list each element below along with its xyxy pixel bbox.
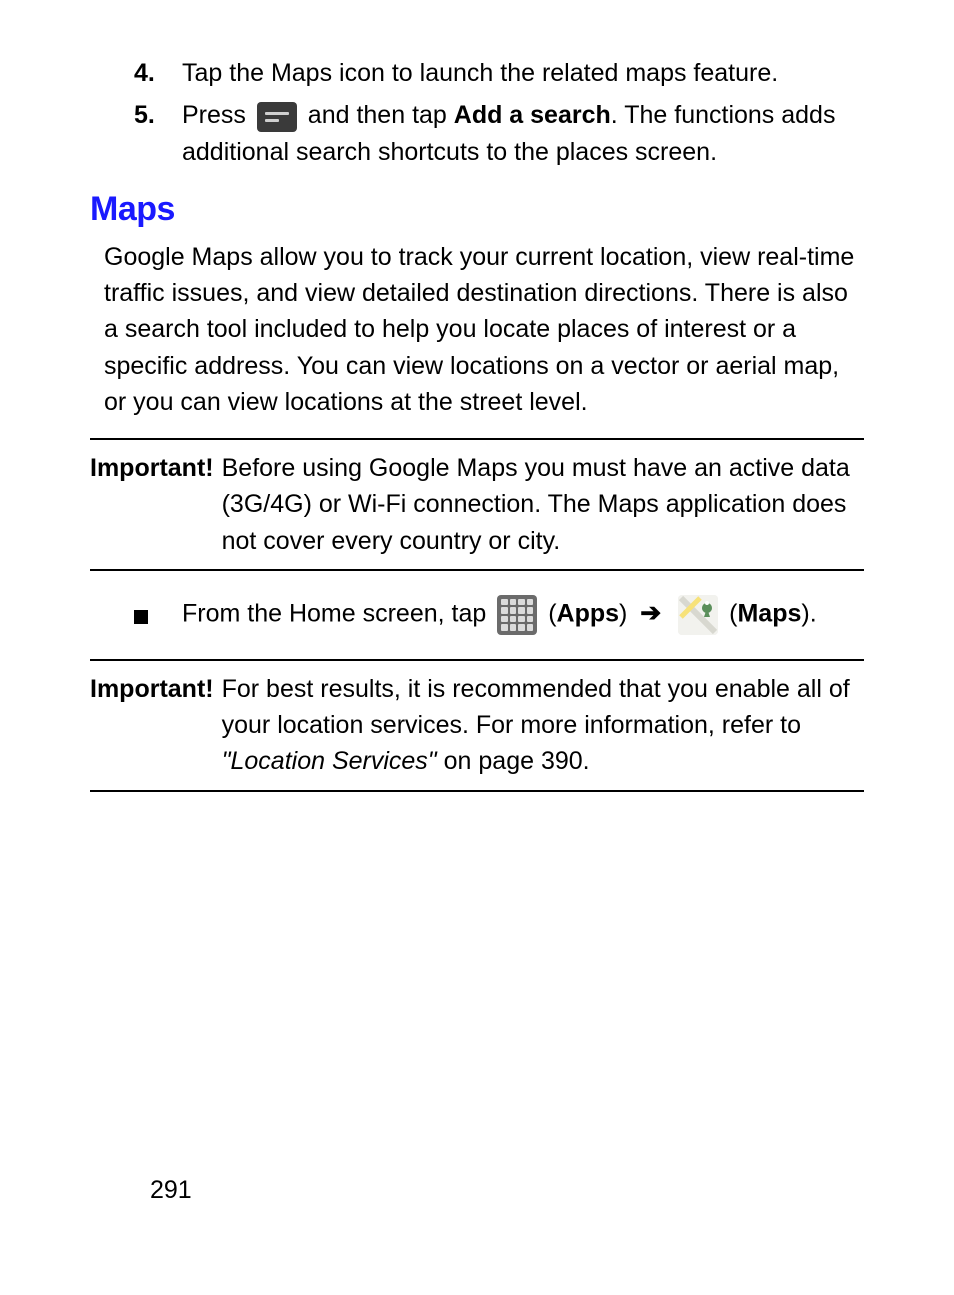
section-heading-maps: Maps (90, 190, 864, 229)
maps-paren-close: ). (801, 599, 816, 627)
step-text-bold: Add a search (454, 101, 611, 129)
important-note-1: Important! Before using Google Maps you … (90, 438, 864, 571)
menu-icon (257, 102, 297, 132)
note2-post: on page 390. (437, 747, 590, 775)
apps-icon (497, 595, 537, 635)
list-item-5: 5. Press and then tap Add a search. The … (90, 97, 864, 170)
apps-label: Apps (557, 599, 620, 627)
bullet-text: From the Home screen, tap (Apps) ➔ (182, 595, 817, 635)
note-label: Important! (90, 450, 222, 559)
step-text-pre: Press (182, 101, 253, 129)
bullet-instruction: From the Home screen, tap (Apps) ➔ (90, 595, 864, 635)
manual-page: 4. Tap the Maps icon to launch the relat… (0, 0, 954, 1295)
list-item-4: 4. Tap the Maps icon to launch the relat… (90, 55, 864, 91)
step-number: 5. (90, 97, 182, 170)
step-text-mid: and then tap (301, 101, 454, 129)
note-label: Important! (90, 671, 222, 780)
maps-icon (678, 595, 718, 635)
important-note-2: Important! For best results, it is recom… (90, 659, 864, 792)
step-text: Tap the Maps icon to launch the related … (182, 55, 864, 91)
arrow-icon: ➔ (640, 599, 661, 627)
page-number: 291 (150, 1176, 192, 1205)
numbered-list: 4. Tap the Maps icon to launch the relat… (90, 55, 864, 170)
note-text: Before using Google Maps you must have a… (222, 450, 864, 559)
step-text: Press and then tap Add a search. The fun… (182, 97, 864, 170)
bullet-icon (134, 610, 148, 624)
intro-paragraph: Google Maps allow you to track your curr… (90, 239, 864, 420)
note2-ref: "Location Services" (222, 747, 437, 775)
step-number: 4. (90, 55, 182, 91)
apps-paren-open: ( (548, 599, 556, 627)
note2-pre: For best results, it is recommended that… (222, 675, 850, 739)
bullet-pre: From the Home screen, tap (182, 599, 493, 627)
apps-paren-close: ) (619, 599, 634, 627)
note-text: For best results, it is recommended that… (222, 671, 864, 780)
maps-label: Maps (737, 599, 801, 627)
